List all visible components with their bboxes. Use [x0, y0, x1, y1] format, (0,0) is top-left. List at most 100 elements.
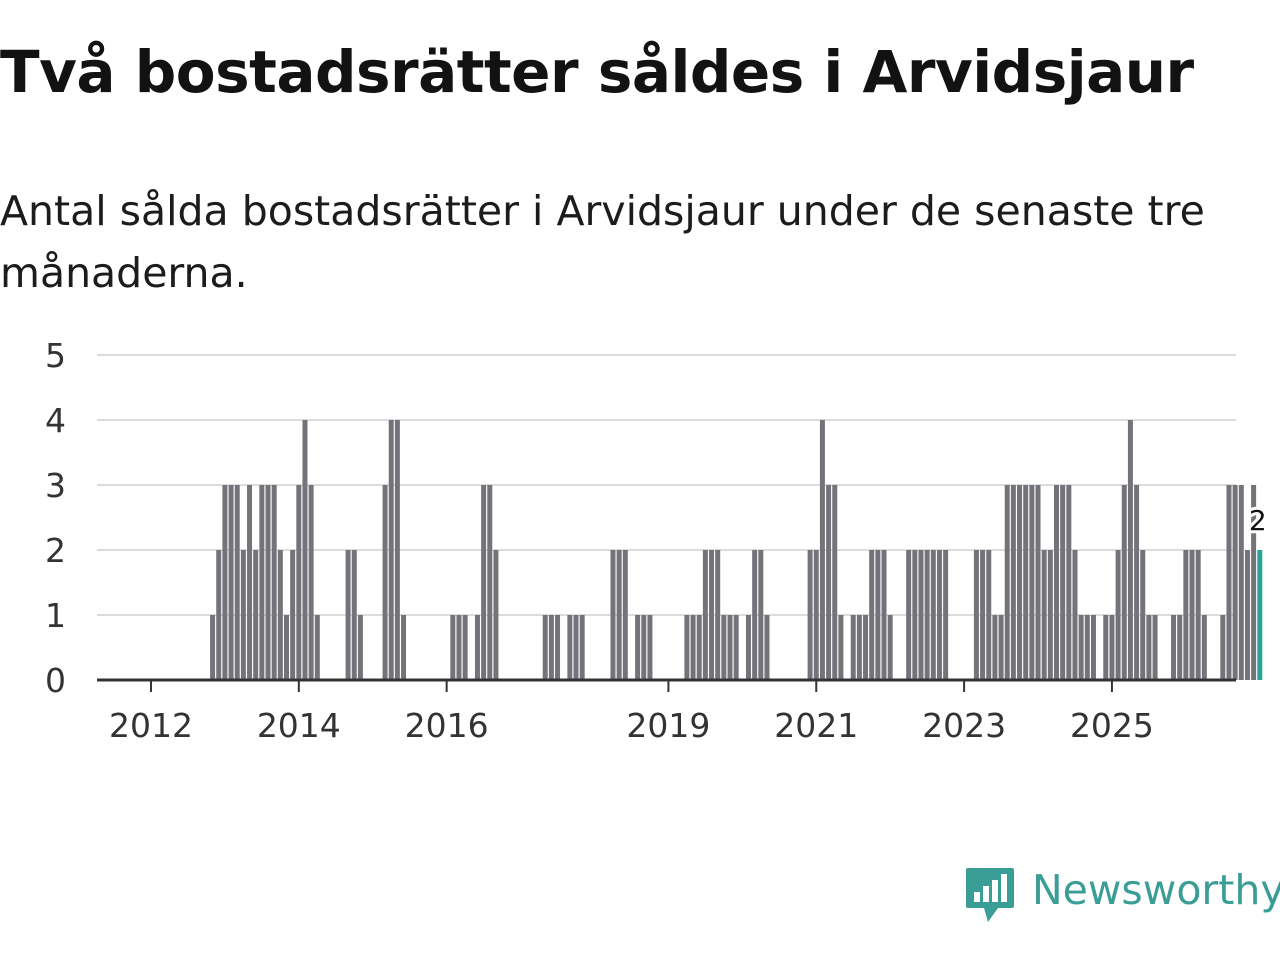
bar [930, 550, 936, 680]
bar [462, 615, 468, 680]
bar [826, 485, 832, 680]
bar [1238, 485, 1244, 680]
chart-title: Två bostadsrätter såldes i Arvidsjaur [0, 38, 1194, 106]
y-tick-label: 1 [45, 596, 66, 635]
bar [1244, 550, 1250, 680]
bar [474, 615, 480, 680]
newsworthy-logo[interactable]: Newsworthy [964, 866, 1280, 928]
bar [1035, 485, 1041, 680]
bar [986, 550, 992, 680]
x-tick-label: 2014 [257, 706, 341, 745]
bar [733, 615, 739, 680]
bar [1189, 550, 1195, 680]
bar [1072, 550, 1078, 680]
bar [912, 550, 918, 680]
bar [1146, 615, 1152, 680]
bar [548, 615, 554, 680]
bar [1054, 485, 1059, 680]
bar [216, 550, 222, 680]
bar [579, 615, 585, 680]
bar [573, 615, 579, 680]
bar [881, 550, 887, 680]
newsworthy-logo-icon [966, 868, 1014, 922]
x-tick-label: 2023 [922, 706, 1006, 745]
bar [234, 485, 240, 680]
bar [856, 615, 862, 680]
bar [1090, 615, 1096, 680]
bar [752, 550, 758, 680]
bar [869, 550, 875, 680]
bar [401, 615, 407, 680]
bar [450, 615, 456, 680]
bar [918, 550, 924, 680]
bar [382, 485, 388, 680]
bar [542, 615, 548, 680]
bar [998, 615, 1004, 680]
bar [481, 485, 487, 680]
bar [764, 615, 770, 680]
bar [1078, 615, 1084, 680]
bar [1195, 550, 1201, 680]
bar [1066, 485, 1072, 680]
data-label: 2 [1249, 504, 1267, 537]
bar [314, 615, 320, 680]
bar [253, 550, 259, 680]
bar [1115, 550, 1121, 680]
bar [357, 615, 363, 680]
y-axis: 0 1 2 3 4 5 [45, 336, 66, 700]
bar [1029, 485, 1035, 680]
bar [1220, 615, 1226, 680]
bar [302, 420, 308, 680]
bar [265, 485, 271, 680]
bar [1177, 615, 1183, 680]
bar [647, 615, 653, 680]
bar [345, 550, 351, 680]
bar [1121, 485, 1127, 680]
y-tick-label: 5 [45, 336, 66, 375]
bar [622, 550, 628, 680]
bar [635, 615, 641, 680]
bar [308, 485, 314, 680]
y-tick-label: 2 [45, 531, 66, 570]
bar [832, 485, 838, 680]
chart-subtitle: Antal sålda bostadsrätter i Arvidsjaur u… [0, 187, 1205, 297]
bar [222, 485, 228, 680]
bar [290, 550, 296, 680]
bar [351, 550, 357, 680]
bar [228, 485, 234, 680]
y-tick-label: 3 [45, 466, 66, 505]
bar [567, 615, 573, 680]
x-tick-label: 2012 [109, 706, 193, 745]
bar [1251, 485, 1257, 680]
bar [936, 550, 942, 680]
annotations: 2 [1246, 501, 1270, 540]
bar [807, 550, 813, 680]
bar [616, 550, 622, 680]
bar [641, 615, 647, 680]
bar [906, 550, 912, 680]
bar [875, 550, 881, 680]
bar [684, 615, 690, 680]
x-tick-label: 2019 [626, 706, 710, 745]
bar [610, 550, 616, 680]
bar [1171, 615, 1177, 680]
bar [980, 550, 986, 680]
bar [487, 485, 493, 680]
bar [690, 615, 696, 680]
bar [715, 550, 721, 680]
bar [1140, 550, 1146, 680]
bar [240, 550, 246, 680]
bar [863, 615, 869, 680]
bar [887, 615, 893, 680]
bar [758, 550, 764, 680]
bar [973, 550, 979, 680]
bar [838, 615, 844, 680]
bar [1201, 615, 1207, 680]
x-tick-label: 2016 [405, 706, 489, 745]
bar [819, 420, 825, 680]
bar [1226, 485, 1232, 680]
bar [247, 485, 253, 680]
bar [1152, 615, 1158, 680]
x-tick-label: 2021 [774, 706, 858, 745]
bar [1103, 615, 1109, 680]
